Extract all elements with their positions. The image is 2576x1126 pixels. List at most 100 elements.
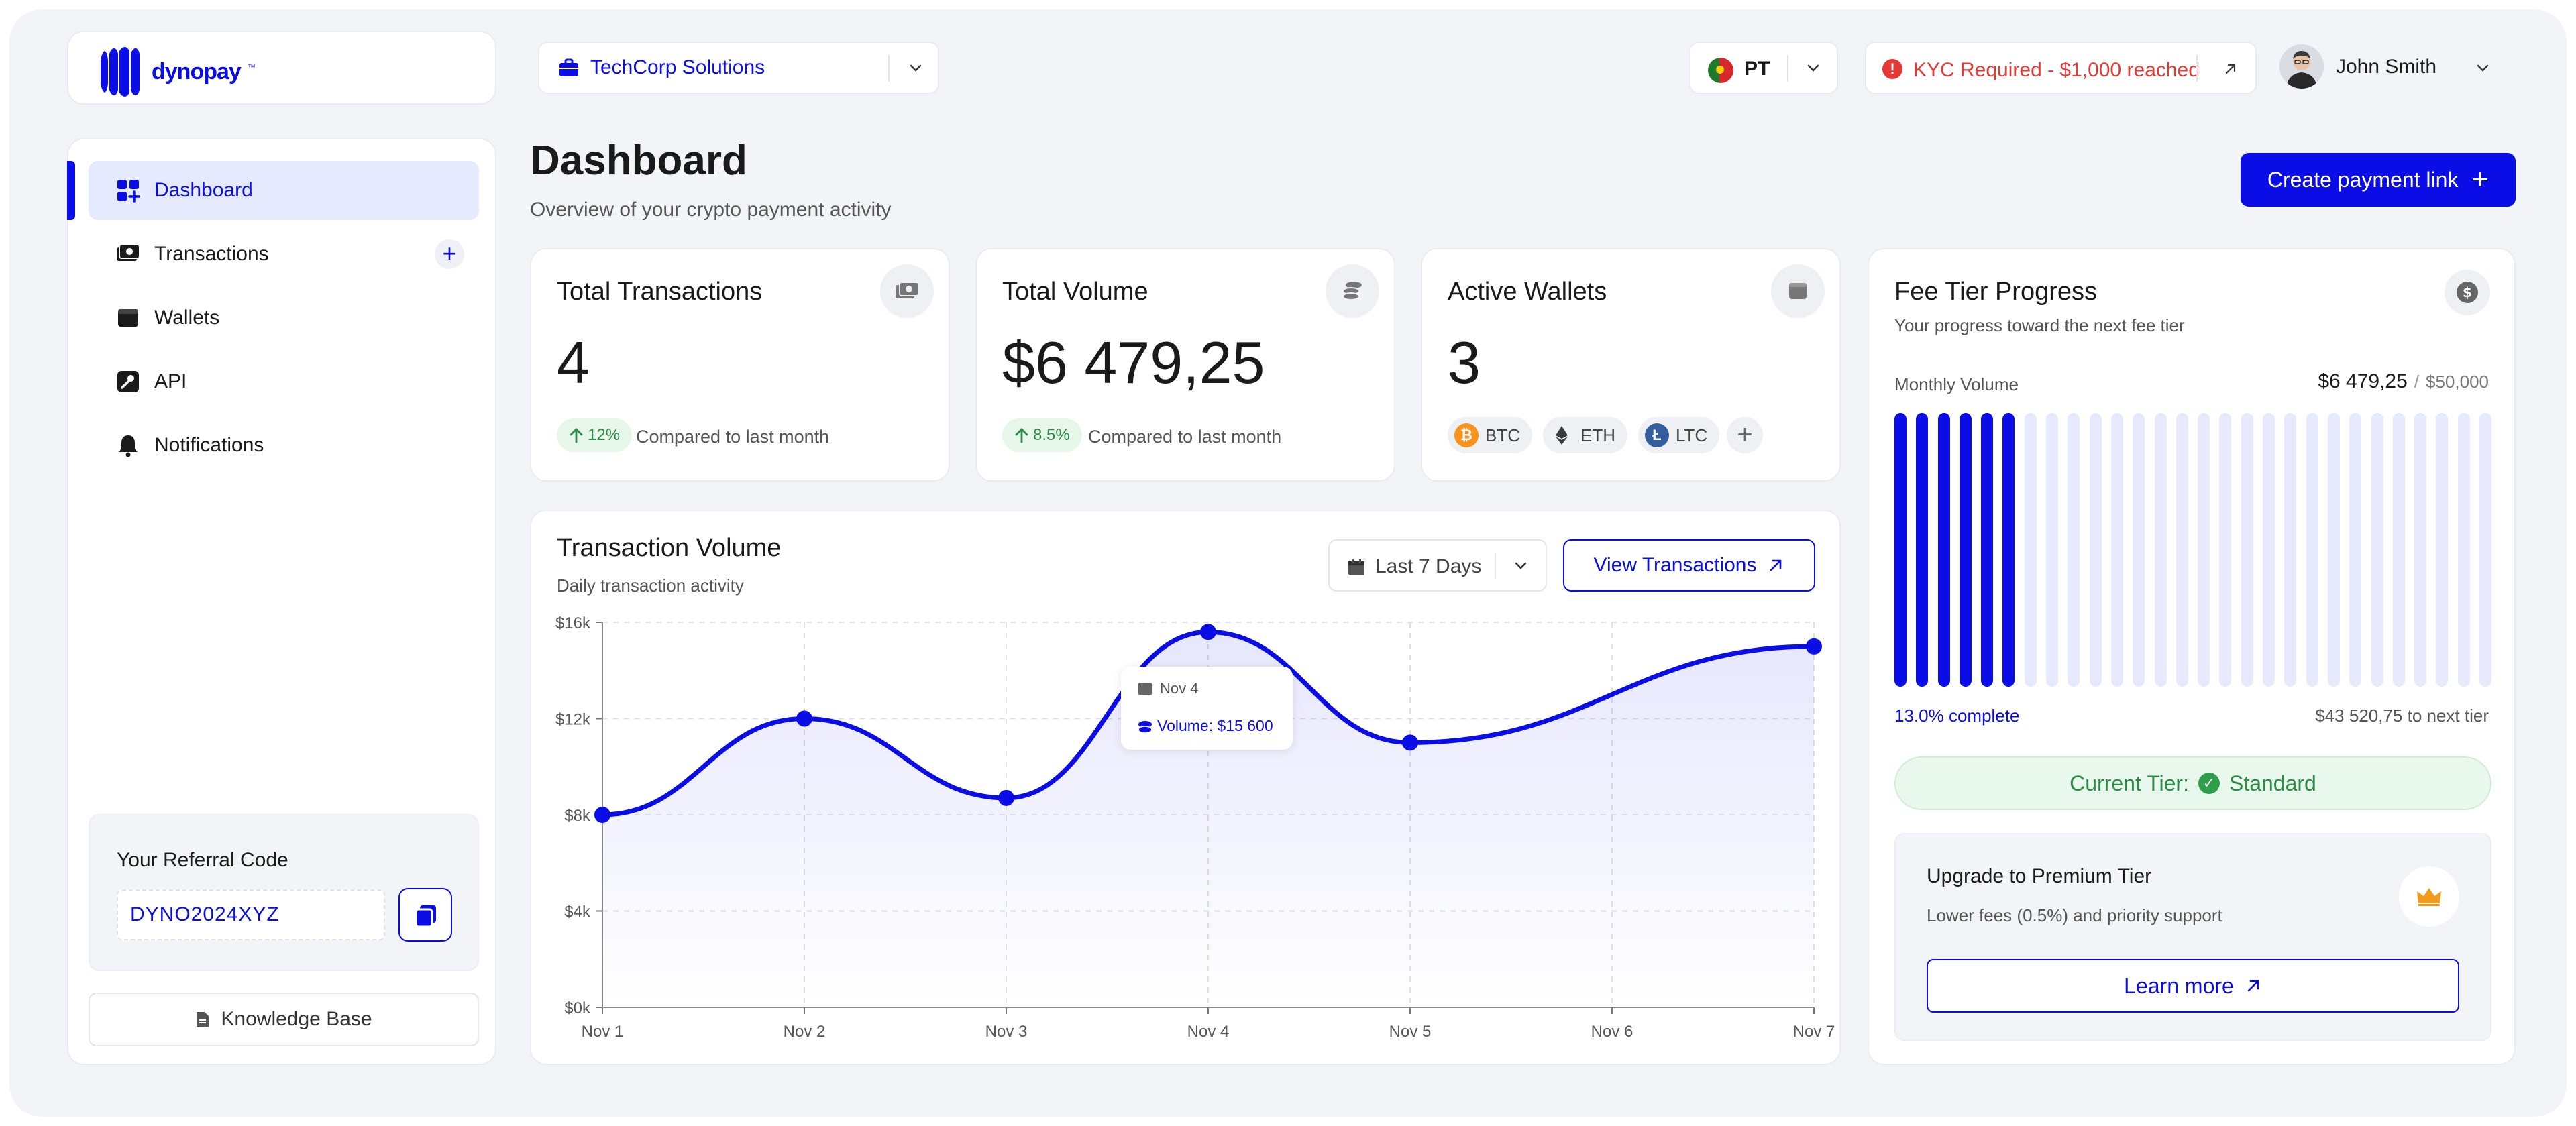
- organization-select[interactable]: TechCorp Solutions: [538, 42, 939, 94]
- series-area: [602, 632, 1814, 1007]
- sidebar-item-api[interactable]: API: [89, 352, 479, 411]
- logo-card: dynopay ™: [67, 31, 496, 105]
- arrow-up-right-icon: [2247, 980, 2259, 992]
- crown-icon: [2399, 866, 2459, 927]
- coins-icon: [1326, 264, 1379, 318]
- chart-title: Transaction Volume: [557, 534, 782, 562]
- divider: [1495, 553, 1496, 579]
- sidebar-item-wallets[interactable]: Wallets: [89, 288, 479, 347]
- fee-tier-card: Fee Tier Progress Your progress toward t…: [1868, 248, 2516, 1065]
- add-wallet-button[interactable]: +: [1727, 417, 1763, 453]
- monthly-volume-target: $50,000: [2426, 372, 2489, 392]
- sidebar-item-label: API: [154, 370, 187, 392]
- create-payment-link-button[interactable]: Create payment link +: [2241, 153, 2516, 207]
- knowledge-base-label: Knowledge Base: [221, 1008, 372, 1030]
- calendar-icon: [1138, 683, 1152, 695]
- sidebar-item-transactions[interactable]: Transactions +: [89, 225, 479, 284]
- copy-button[interactable]: [398, 888, 452, 942]
- chevron-down-icon[interactable]: [1805, 59, 1822, 76]
- stat-card-active-wallets: Active Wallets 3 ₿ BTC ETH Ł LTC +: [1421, 248, 1841, 482]
- y-tick-label: $4k: [564, 903, 591, 921]
- learn-more-button[interactable]: Learn more: [1927, 959, 2459, 1013]
- document-icon: [197, 1012, 209, 1027]
- progress-bar-segment: [1894, 413, 1907, 687]
- fee-tier-subtitle: Your progress toward the next fee tier: [1894, 315, 2185, 335]
- data-point: [1806, 638, 1822, 655]
- progress-bar-segment: [2414, 413, 2427, 687]
- referral-title: Your Referral Code: [117, 849, 288, 871]
- x-tick-label: Nov 1: [582, 1023, 624, 1041]
- trend-badge: 12%: [557, 418, 633, 452]
- kyc-alert-text: KYC Required - $1,000 reached: [1913, 59, 2200, 81]
- stat-value: 4: [557, 329, 590, 396]
- arrow-up-icon: [1015, 428, 1028, 443]
- x-tick-label: Nov 2: [784, 1023, 826, 1041]
- chevron-down-icon[interactable]: [2474, 59, 2491, 76]
- bell-icon: [119, 435, 138, 457]
- bitcoin-icon: ₿: [1454, 423, 1479, 447]
- kyc-alert[interactable]: ! KYC Required - $1,000 reached: [1865, 42, 2257, 94]
- date-range-label: Last 7 Days: [1375, 555, 1482, 577]
- user-menu[interactable]: John Smith: [2279, 31, 2516, 105]
- current-tier-value: Standard: [2229, 771, 2316, 795]
- progress-bar-segment: [2176, 413, 2188, 687]
- dynopay-logo-icon: [101, 47, 140, 97]
- sidebar-item-notifications[interactable]: Notifications: [89, 416, 479, 475]
- data-point: [1402, 734, 1418, 751]
- view-transactions-button[interactable]: View Transactions: [1563, 539, 1815, 592]
- add-transaction-button[interactable]: +: [435, 239, 464, 269]
- coin-chip-btc[interactable]: ₿ BTC: [1448, 417, 1532, 453]
- brand-name: dynopay: [152, 58, 241, 85]
- progress-bar-segment: [2154, 413, 2167, 687]
- data-point: [594, 807, 610, 823]
- language-select[interactable]: PT: [1689, 42, 1838, 94]
- referral-panel: Your Referral Code: [89, 814, 479, 971]
- active-indicator: [67, 161, 75, 220]
- divider: [2196, 55, 2198, 82]
- calendar-icon: [1348, 559, 1364, 575]
- progress-bar-segment: [2327, 413, 2340, 687]
- briefcase-icon: [559, 58, 578, 76]
- stat-card-total-volume: Total Volume $6 479,25 8.5% Compared to …: [975, 248, 1395, 482]
- cash-icon: [117, 244, 140, 261]
- y-tick-label: $16k: [555, 614, 591, 632]
- chevron-down-icon[interactable]: [907, 59, 924, 76]
- wallet-icon: [1771, 264, 1825, 318]
- coin-chip-ltc[interactable]: Ł LTC: [1638, 417, 1720, 453]
- coin-chip-eth[interactable]: ETH: [1543, 417, 1627, 453]
- arrow-up-right-icon[interactable]: [2222, 60, 2239, 78]
- knowledge-base-button[interactable]: Knowledge Base: [89, 993, 479, 1046]
- sidebar-item-label: Dashboard: [154, 179, 253, 201]
- progress-bar-segment: [2392, 413, 2405, 687]
- x-tick-label: Nov 6: [1591, 1023, 1633, 1041]
- chart-subtitle: Daily transaction activity: [557, 575, 744, 596]
- ethereum-icon: [1556, 426, 1568, 445]
- view-transactions-label: View Transactions: [1593, 554, 1757, 576]
- date-range-select[interactable]: Last 7 Days: [1328, 539, 1547, 592]
- brand-logo[interactable]: dynopay ™: [98, 47, 256, 97]
- trend-value: 12%: [588, 426, 621, 444]
- progress-bar-segment: [1981, 413, 1994, 687]
- fee-tier-title: Fee Tier Progress: [1894, 278, 2097, 306]
- transaction-volume-chart: $0k $4k $8k $12k $16k Nov 1 Nov 2 Nov 3 Nov 4 Nov…: [555, 614, 1835, 1041]
- amount-to-next-tier: $43 520,75 to next tier: [2315, 706, 2489, 726]
- progress-bar-segment: [2349, 413, 2362, 687]
- trend-value: 8.5%: [1033, 426, 1070, 444]
- api-key-icon: [117, 371, 139, 392]
- copy-icon: [415, 905, 436, 928]
- progress-bar-segment: [2219, 413, 2232, 687]
- progress-bar-segment: [2371, 413, 2383, 687]
- stat-value: $6 479,25: [1002, 329, 1265, 396]
- referral-code-field[interactable]: [117, 889, 385, 940]
- upgrade-title: Upgrade to Premium Tier: [1927, 865, 2152, 887]
- x-tick-label: Nov 5: [1389, 1023, 1432, 1041]
- svg-text:$: $: [2463, 284, 2472, 300]
- cash-icon: [880, 264, 934, 318]
- fee-progress-bars: [1894, 413, 2491, 687]
- progress-bar-segment: [2263, 413, 2275, 687]
- arrow-up-icon: [570, 428, 583, 443]
- sidebar-item-label: Transactions: [154, 243, 269, 265]
- sidebar-item-dashboard[interactable]: Dashboard: [89, 161, 479, 220]
- chevron-down-icon[interactable]: [1512, 557, 1529, 574]
- avatar: [2279, 44, 2324, 89]
